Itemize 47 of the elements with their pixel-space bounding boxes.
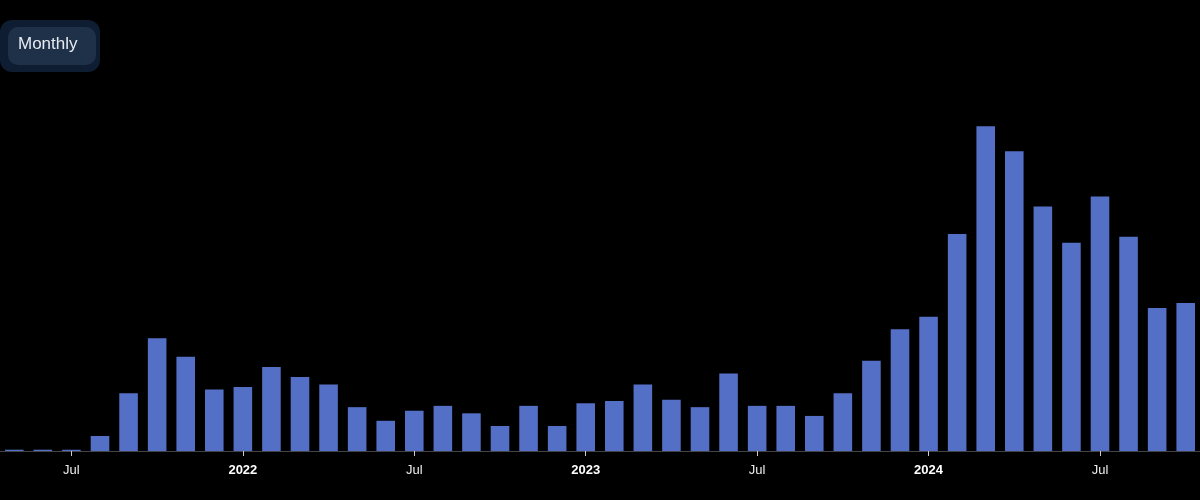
bar [262,366,281,451]
bar [1090,196,1110,451]
bar [490,425,510,451]
x-tick-label: Jul [1091,462,1109,477]
text: Monthly [18,34,79,53]
bar [1005,151,1024,451]
bar [462,413,481,451]
bar [319,384,338,451]
bar [833,393,853,451]
bar [376,420,395,451]
bar [947,234,967,451]
bar [205,389,224,451]
x-tick-label: 2022 [228,462,258,477]
bar [576,403,595,451]
bar [119,393,138,451]
x-tick-label: 2024 [914,462,944,477]
bar [805,415,824,451]
bar [862,360,881,451]
bar [776,405,795,451]
bar [1062,242,1081,451]
bar [719,373,738,451]
bar [919,316,938,451]
bar [547,425,567,451]
bar [747,405,767,451]
bar [976,126,995,451]
bar [347,407,367,451]
bar [147,338,167,451]
x-tick-label: Jul [63,462,80,477]
bar [690,407,710,451]
bar [1033,206,1053,451]
x-tick-label: Jul [405,462,423,477]
bar [1176,302,1195,451]
bar [519,405,538,451]
bar [662,399,681,451]
bar [633,384,653,451]
bar [405,410,424,451]
bar [1119,236,1138,451]
bar [433,405,453,451]
bar [233,387,253,451]
bar [176,356,195,451]
bar [1147,308,1167,451]
bar [90,436,110,451]
x-tick-label: 2023 [571,462,601,477]
bar [890,329,910,451]
bar [605,400,624,451]
bar [290,376,310,451]
x-tick-label: Jul [748,462,766,477]
